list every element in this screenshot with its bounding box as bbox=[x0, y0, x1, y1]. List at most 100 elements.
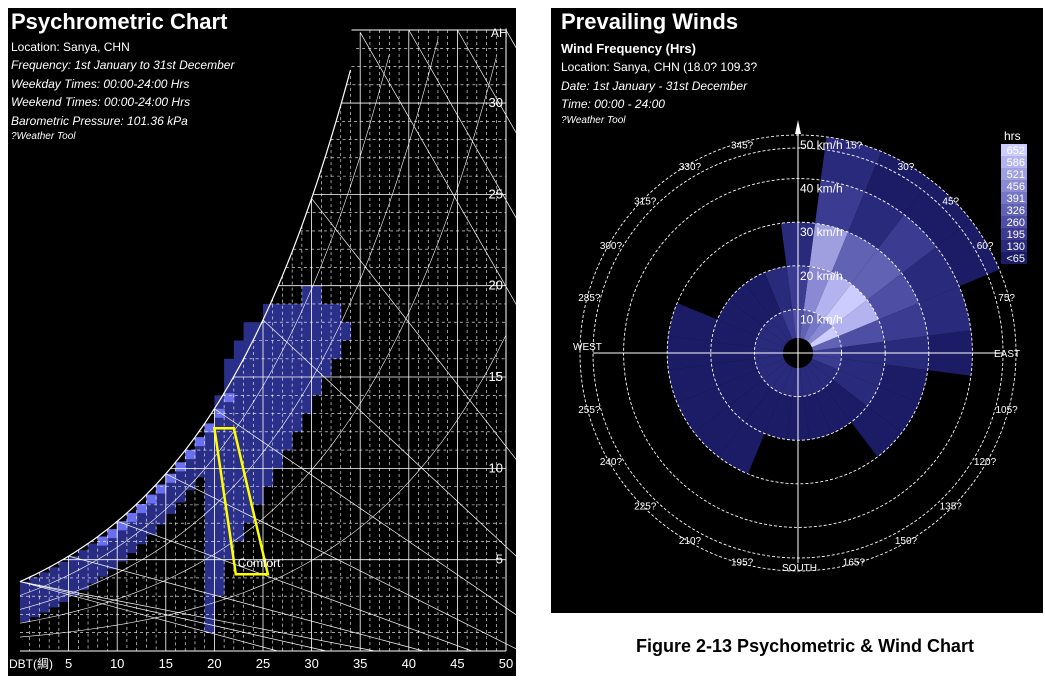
psychro-data-cell bbox=[29, 577, 41, 618]
legend-value: 521 bbox=[1007, 169, 1025, 181]
speed-ring-label: 50 km/h bbox=[800, 138, 843, 152]
bearing-label: 210? bbox=[679, 536, 702, 547]
psychro-data-cell bbox=[194, 437, 206, 478]
psychro-data-cell bbox=[136, 504, 147, 514]
wind-sector bbox=[814, 272, 852, 319]
psychro-data-cell bbox=[126, 512, 138, 522]
legend-swatch bbox=[1001, 168, 1027, 180]
psychro-data-column bbox=[204, 431, 215, 633]
y-tick-label: 10 bbox=[489, 460, 503, 475]
psychro-data-cell bbox=[165, 473, 177, 514]
wind-title: Prevailing Winds bbox=[561, 9, 739, 34]
wind-sector bbox=[803, 364, 825, 394]
legend-value: 195 bbox=[1007, 229, 1025, 241]
wind-rose-svg: 10 km/h 20 km/h 30 km/h 40 km/h 50 km/h 15? 30… bbox=[573, 120, 1027, 574]
psychro-data-cell bbox=[194, 437, 206, 447]
enthalpy-line bbox=[214, 408, 516, 616]
psychrometric-title: Psychrometric Chart bbox=[11, 9, 228, 34]
bearing-label: 225? bbox=[634, 502, 657, 513]
legend-value: 260 bbox=[1007, 217, 1025, 229]
speed-ring-label: 20 km/h bbox=[800, 269, 843, 283]
comfort-zone-polygon bbox=[212, 426, 270, 576]
bearing-label: 315? bbox=[634, 196, 657, 207]
legend-value: 326 bbox=[1007, 205, 1025, 217]
wind-sector bbox=[824, 283, 868, 327]
psychro-data-cell bbox=[156, 484, 167, 494]
psychro-data-cell bbox=[126, 512, 138, 554]
wind-sector bbox=[668, 302, 718, 342]
wind-sector bbox=[807, 362, 833, 388]
x-tick-label: 15 bbox=[159, 656, 173, 671]
comfort-zone-label: Comfort bbox=[238, 556, 281, 570]
wind-sector bbox=[757, 358, 787, 380]
wind-sector bbox=[809, 326, 839, 348]
x-tick-label: 25 bbox=[256, 656, 270, 671]
psychro-data-cell bbox=[146, 494, 157, 504]
legend-swatch bbox=[1001, 192, 1027, 204]
wind-sector bbox=[918, 286, 971, 336]
psychro-data-cell bbox=[39, 572, 50, 613]
psychro-data-cell bbox=[107, 529, 118, 539]
legend-swatch bbox=[1001, 144, 1027, 156]
x-tick-label: 45 bbox=[450, 656, 464, 671]
psychro-data-column bbox=[340, 322, 352, 341]
psychrometric-weekday: Weekday Times: 00:00-24:00 Hrs bbox=[11, 77, 190, 91]
legend-title: hrs bbox=[1004, 129, 1021, 143]
wind-date: Date: 1st January - 31st December bbox=[561, 79, 748, 93]
wind-sector bbox=[864, 151, 931, 215]
legend-value: 391 bbox=[1007, 193, 1025, 205]
wind-sector bbox=[867, 273, 919, 320]
bearing-label: 15? bbox=[846, 140, 863, 151]
psychro-data-cell bbox=[49, 567, 60, 608]
wind-sector bbox=[764, 393, 793, 440]
wind-sector bbox=[744, 272, 782, 319]
psychrometric-frequency: Frequency: 1st January to 31st December bbox=[11, 58, 235, 72]
x-tick-label: 50 bbox=[499, 656, 513, 671]
east-label: EAST bbox=[994, 349, 1020, 360]
wind-sector bbox=[764, 266, 793, 313]
legend-swatch bbox=[1001, 180, 1027, 192]
psychrometric-tool: ?Weather Tool bbox=[11, 131, 76, 142]
legend-swatch bbox=[1001, 204, 1027, 216]
wind-sector bbox=[754, 354, 785, 370]
wind-sector bbox=[851, 249, 902, 300]
rh-curve bbox=[19, 54, 390, 596]
psychro-data-cell bbox=[175, 462, 186, 503]
wind-sector bbox=[728, 283, 772, 327]
enthalpy-line bbox=[68, 555, 424, 652]
psychro-data-column bbox=[331, 303, 342, 359]
wind-time: Time: 00:00 - 24:00 bbox=[561, 97, 665, 111]
y-tick-label: 15 bbox=[489, 369, 503, 384]
speed-ring-label: 30 km/h bbox=[800, 225, 843, 239]
wind-sector bbox=[904, 180, 971, 247]
figure-caption: Figure 2-13 Psychometric & Wind Chart bbox=[636, 636, 974, 656]
psychro-data-cell bbox=[146, 494, 157, 535]
psychro-data-column bbox=[243, 322, 254, 524]
psychro-data-cell bbox=[136, 504, 147, 545]
psychro-data-cell bbox=[78, 550, 89, 591]
psychro-data-cell bbox=[107, 529, 118, 570]
psychro-data-column bbox=[311, 285, 322, 396]
enthalpy-line bbox=[262, 319, 516, 557]
psychro-data-column bbox=[292, 303, 303, 432]
x-tick-label: 10 bbox=[110, 656, 124, 671]
wind-location: Location: Sanya, CHN (18.0? 109.3? bbox=[561, 60, 758, 74]
wind-sector bbox=[771, 364, 793, 394]
dbt-axis-label: DBT(綢) bbox=[9, 657, 53, 671]
legend-swatch bbox=[1001, 252, 1027, 264]
x-tick-label: 5 bbox=[65, 656, 72, 671]
psychro-data-column bbox=[272, 303, 284, 469]
rh-curve bbox=[19, 39, 439, 610]
psychro-data-column bbox=[263, 303, 274, 487]
psychro-data-column bbox=[224, 358, 235, 560]
wind-sector bbox=[803, 393, 832, 440]
wind-sector bbox=[763, 362, 789, 388]
wind-sector bbox=[754, 336, 785, 352]
bearing-label: 30? bbox=[898, 162, 915, 173]
wind-sector bbox=[901, 246, 960, 303]
enthalpy-line bbox=[19, 581, 375, 652]
bearing-label: 165? bbox=[843, 558, 866, 569]
legend-swatch bbox=[1001, 216, 1027, 228]
wind-tool: ?Weather Tool bbox=[561, 115, 626, 126]
speed-ring-label: 10 km/h bbox=[800, 312, 843, 326]
